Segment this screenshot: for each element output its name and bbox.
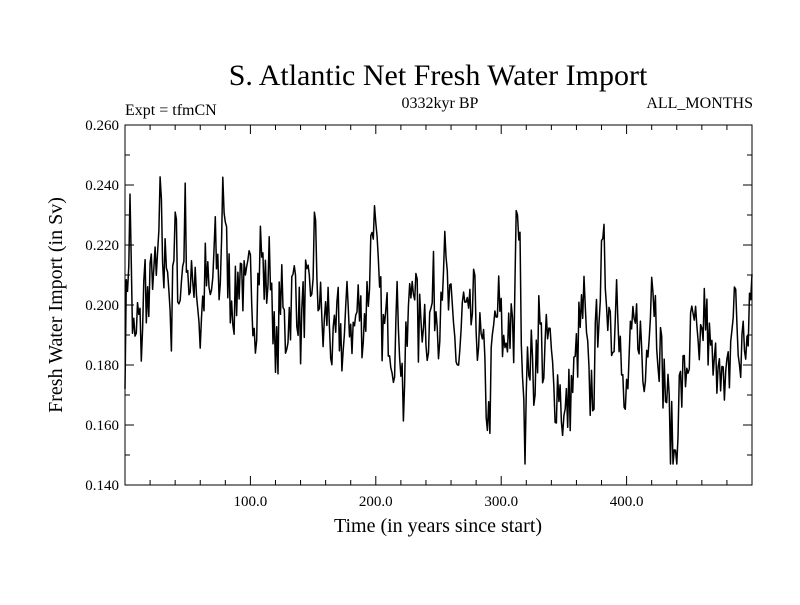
x-tick-label: 200.0 [359, 494, 393, 510]
x-axis-label: Time (in years since start) [334, 515, 542, 537]
y-tick-label: 0.140 [85, 478, 119, 494]
months-label: ALL_MONTHS [646, 95, 753, 112]
chart-title: S. Atlantic Net Fresh Water Import [229, 59, 648, 92]
x-tick-label: 100.0 [234, 494, 268, 510]
period-label: 0332kyr BP [402, 95, 479, 112]
plot-frame [124, 124, 753, 486]
axis-ticks: 100.0 200.0 300.0 400.0 0.140 0.160 0.180 0.200… [85, 118, 752, 510]
y-tick-label: 0.240 [85, 178, 119, 194]
y-tick-label: 0.260 [85, 118, 119, 134]
y-tick-label: 0.160 [85, 418, 119, 434]
y-axis-label: Fresh Water Import (in Sv) [45, 197, 67, 413]
x-tick-label: 400.0 [610, 494, 644, 510]
y-tick-label: 0.220 [85, 238, 119, 254]
series-line-fresh-water-import [124, 176, 753, 465]
y-tick-label: 0.200 [85, 298, 119, 314]
y-tick-label: 0.180 [85, 358, 119, 374]
x-tick-label: 300.0 [484, 494, 518, 510]
series-group [124, 176, 753, 465]
experiment-label: Expt = tfmCN [125, 102, 217, 119]
